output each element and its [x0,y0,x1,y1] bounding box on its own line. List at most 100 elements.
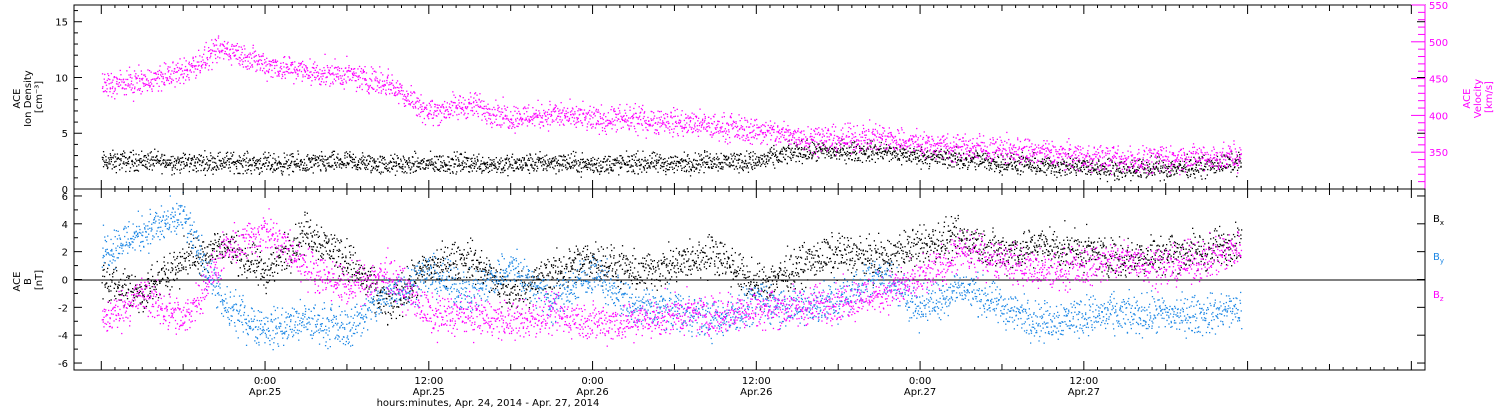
velocity-point [115,83,118,85]
density-point [270,165,273,167]
velocity-point [487,112,490,114]
velocity-point [461,108,463,110]
density-point [893,151,896,153]
velocity-point [585,117,587,119]
velocity-point [111,81,113,83]
density-point [277,162,279,164]
density-point [677,162,680,164]
velocity-point [500,126,502,128]
density-point [608,155,610,157]
density-point [1043,158,1045,161]
velocity-point [430,106,432,108]
density-point [300,159,302,161]
density-point [154,159,156,161]
velocity-point [211,39,213,41]
density-point [596,169,598,171]
density-point [333,150,336,152]
density-point [767,151,769,154]
velocity-point [506,106,509,108]
velocity-point [117,85,119,87]
density-point [912,158,915,160]
density-point [485,166,488,169]
velocity-point [249,52,251,54]
velocity-point [712,133,714,135]
velocity-point [282,75,284,77]
density-point [741,159,743,162]
density-point [266,157,269,159]
density-point [715,153,718,155]
velocity-point [554,104,556,106]
velocity-point [247,65,249,67]
density-point [107,166,109,169]
velocity-point [553,120,555,122]
density-point [537,161,540,163]
velocity-point [277,70,279,73]
velocity-point [558,110,560,112]
velocity-point [419,99,421,101]
density-point [688,166,691,168]
velocity-point [258,59,260,62]
density-point [911,154,914,156]
density-point [680,165,682,167]
density-point [1172,164,1174,166]
density-point [214,158,216,160]
velocity-point [386,77,389,79]
density-point [1049,164,1051,166]
density-point [300,164,302,166]
density-point [114,166,116,168]
density-point [908,157,910,160]
density-point [381,162,383,164]
velocity-point [403,94,406,96]
density-point [129,170,131,172]
velocity-point [294,71,296,73]
density-point [948,151,950,153]
density-point [1087,171,1089,173]
density-point [745,160,747,162]
velocity-point [598,133,600,135]
density-point [1069,167,1072,169]
density-point [1157,170,1160,172]
density-point [527,169,529,171]
density-point [655,161,658,163]
density-point [687,161,689,163]
density-point [1102,165,1104,167]
density-point [310,160,312,162]
velocity-point [523,107,525,109]
density-point [146,160,148,163]
velocity-point [339,75,341,77]
velocity-point [649,123,651,125]
density-point [1190,159,1192,161]
density-point [1204,178,1207,180]
density-point [558,169,560,171]
velocity-point [133,70,136,72]
velocity-point [221,51,223,53]
density-point [182,156,184,159]
velocity-point [406,100,408,102]
density-point [979,154,981,157]
density-point [432,162,434,164]
density-point [903,148,905,150]
density-point [152,162,154,165]
density-point [923,155,925,157]
density-point [607,158,609,160]
density-point [344,152,346,154]
density-point [950,154,952,156]
velocity-point [653,132,656,134]
density-point [628,156,630,158]
density-point [247,152,249,154]
density-point [312,172,314,174]
velocity-point [706,123,708,125]
density-point [1113,174,1115,176]
velocity-point [724,128,726,130]
velocity-point [540,116,543,119]
density-point [722,162,724,164]
density-point [132,149,134,152]
density-point [142,164,144,167]
density-point [484,162,486,164]
density-point [629,160,631,162]
density-point [973,153,975,155]
density-point [670,163,672,165]
density-point [391,167,393,169]
velocity-point [189,70,191,72]
velocity-point [511,127,513,129]
